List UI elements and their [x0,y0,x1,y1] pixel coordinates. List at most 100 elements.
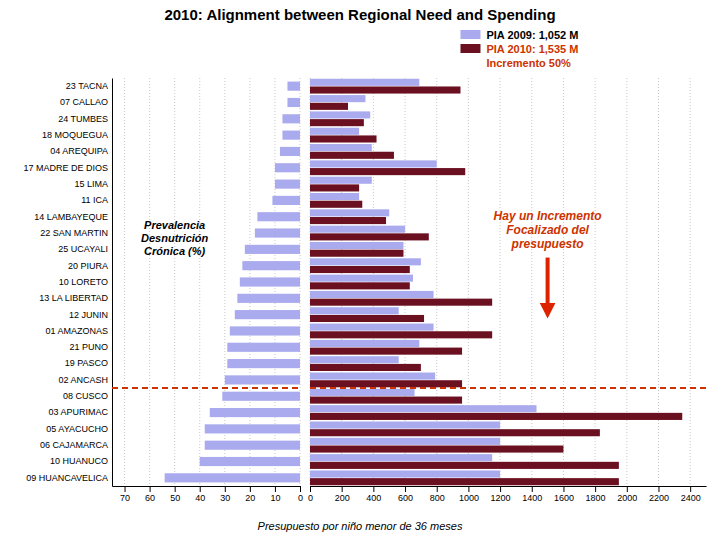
tick-label: 01 AMAZONAS [45,326,108,336]
tick-label: 30 [220,493,230,503]
tick: 2200 [649,486,669,503]
tick: 40 [195,486,205,503]
tick: 800 [430,486,445,503]
bar [310,266,410,273]
tick: 600 [398,486,413,503]
tick: 20 [245,486,255,503]
annotation-arrow [546,258,550,311]
tick: 08 CUSCO [63,391,112,401]
tick: 2000 [617,486,637,503]
chart: 2010: Alignment between Regional Need an… [0,0,720,540]
tick: 10 [270,486,280,503]
divider [112,387,300,389]
tick-label: 0 [298,493,303,503]
tick-mark [627,486,628,492]
annotation: Hay un IncrementoFocalizado delpresupues… [494,209,602,251]
tick-label: 07 CALLAO [60,97,108,107]
bar [310,307,399,314]
grid-line [658,78,659,486]
grid-line [531,78,532,486]
bar [222,392,300,401]
tick-label: 2200 [649,493,669,503]
bar [310,79,419,86]
tick-mark [300,486,301,492]
tick-mark [405,486,406,492]
grid-line [563,78,564,486]
tick: 06 CAJAMARCA [40,440,112,450]
tick-mark [690,486,691,492]
tick: 20 PIURA [68,261,112,271]
tick: 10 HUANUCO [50,456,112,466]
tick: 400 [366,486,381,503]
tick-label: 1400 [522,493,542,503]
bar [310,152,394,159]
tick-label: 20 PIURA [68,261,108,271]
bar [310,282,410,289]
legend-entry: PIA 2009: 1,052 M [486,29,578,41]
tick-label: 70 [120,493,130,503]
tick: 03 APURIMAC [48,407,112,417]
bar [310,95,365,102]
legend-swatch [460,30,480,39]
bar [310,275,413,282]
tick-label: 1200 [491,493,511,503]
tick: 23 TACNA [66,81,112,91]
bar [310,405,537,412]
tick-label: 25 UCAYALI [58,244,108,254]
bar [310,462,619,469]
grid-line [690,78,691,486]
tick-label: 60 [145,493,155,503]
tick: 1400 [522,486,542,503]
tick-mark [150,486,151,492]
bar [242,261,300,270]
bar [310,446,563,453]
tick-label: 400 [366,493,381,503]
bar [227,359,300,368]
tick-label: 800 [430,493,445,503]
axis-line [113,486,301,487]
tick-label: 200 [335,493,350,503]
bar [310,470,500,477]
tick-mark [225,486,226,492]
bar [310,356,399,363]
tick: 70 [120,486,130,503]
tick-label: 50 [170,493,180,503]
tick: 02 ANCASH [58,375,112,385]
bar [310,373,435,380]
tick-mark [373,486,374,492]
tick: 14 LAMBAYEQUE [34,212,112,222]
tick-label: 06 CAJAMARCA [40,440,108,450]
tick: 21 PUNO [69,342,112,352]
tick: 1600 [554,486,574,503]
tick-mark [595,486,596,492]
grid [125,78,300,486]
tick-label: 10 HUANUCO [50,456,108,466]
bar [310,86,460,93]
text-line: Prevalencia [144,219,205,231]
bar [282,114,300,123]
bar [310,397,462,404]
grid [310,78,690,486]
grid-line [124,78,125,486]
bar [310,226,405,233]
bar [310,128,359,135]
tick-label: 1600 [554,493,574,503]
bar [310,291,434,298]
tick: 22 SAN MARTIN [40,228,112,238]
bar [310,250,403,257]
bar [310,111,370,118]
grid-line [174,78,175,486]
tick-label: 09 HUANCAVELICA [26,473,108,483]
tick-mark [437,486,438,492]
bar [310,324,434,331]
tick-label: 0 [308,493,313,503]
tick: 18 MOQUEGUA [42,130,112,140]
bar [205,441,300,450]
grid-line [199,78,200,486]
tick-label: 1000 [459,493,479,503]
bar [257,212,300,221]
bar [310,103,348,110]
bar [287,98,300,107]
bar [240,277,300,286]
axis-line [311,486,707,487]
